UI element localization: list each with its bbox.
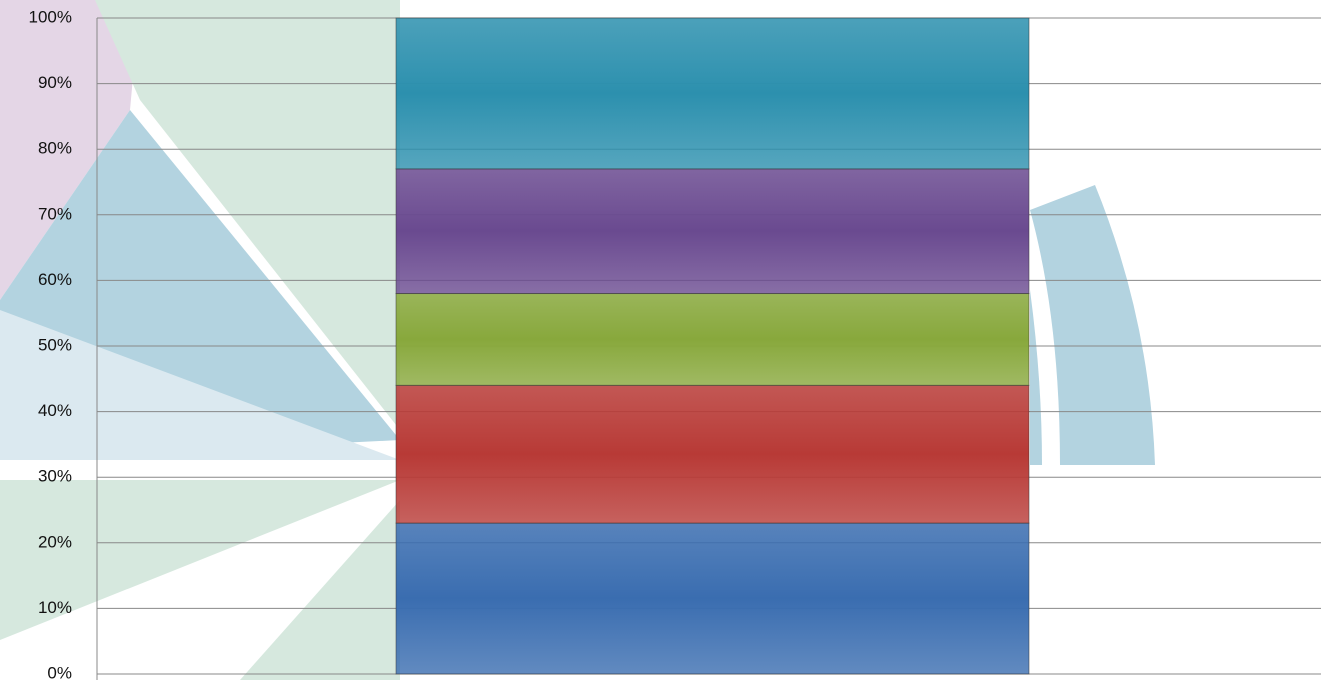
y-tick-label: 90% <box>38 73 72 92</box>
y-tick-label: 80% <box>38 139 72 158</box>
bar-segment <box>396 18 1029 169</box>
bg-shape <box>1030 185 1155 465</box>
page: 0%10%20%30%40%50%60%70%80%90%100% (() =>… <box>0 0 1321 680</box>
y-tick-label: 20% <box>38 532 72 551</box>
bar-segment <box>396 385 1029 523</box>
y-tick-label: 70% <box>38 204 72 223</box>
y-tick-label: 10% <box>38 598 72 617</box>
y-tick-label: 50% <box>38 335 72 354</box>
bar-segment <box>396 169 1029 294</box>
y-tick-label: 0% <box>47 663 72 680</box>
y-tick-label: 60% <box>38 270 72 289</box>
bar-segment <box>396 523 1029 674</box>
y-tick-label: 100% <box>29 7 72 26</box>
y-tick-label: 40% <box>38 401 72 420</box>
y-tick-label: 30% <box>38 467 72 486</box>
bg-shape <box>1030 290 1042 465</box>
chart: 0% 10% 20% 30% 40% 50% 60% 70% 80% 90% 100% <box>0 0 1321 680</box>
bar-segment <box>396 294 1029 386</box>
